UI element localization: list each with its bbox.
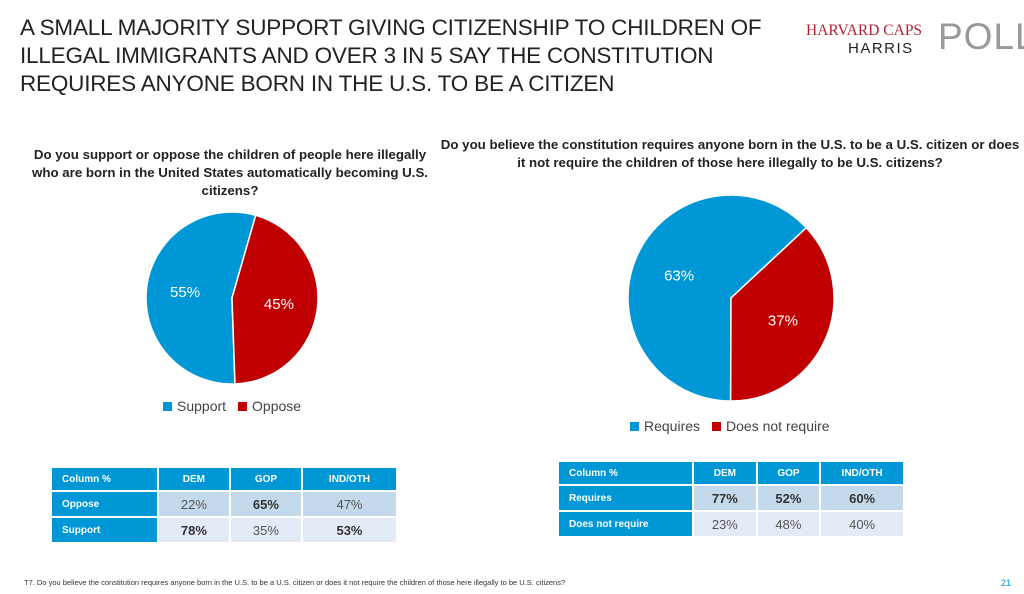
pie-data-label: 45%: [264, 296, 294, 313]
column-header: IND/OTH: [302, 468, 396, 490]
table-cell: 22%: [158, 492, 229, 516]
slide-title: A SMALL MAJORITY SUPPORT GIVING CITIZENS…: [20, 15, 762, 96]
row-header: Support: [52, 518, 157, 542]
table-cell: 23%: [694, 512, 756, 536]
table-cell: 35%: [230, 518, 301, 542]
table-row: Oppose 22% 65% 47%: [52, 492, 396, 516]
table-header-row: Column % DEM GOP IND/OTH: [52, 468, 396, 490]
row-header: Oppose: [52, 492, 157, 516]
table-header-row: Column % DEM GOP IND/OTH: [559, 462, 903, 484]
legend-item-support: Support: [163, 398, 226, 414]
logo-line1: HARVARD CAPS: [806, 22, 923, 39]
legend-right: Requires Does not require: [630, 418, 830, 434]
table-row: Support 78% 35% 53%: [52, 518, 396, 542]
table-cell: 65%: [230, 492, 301, 516]
pie-slice-requires: [627, 194, 808, 402]
party-table-right: Column % DEM GOP IND/OTH Requires 77% 52% 60% Do…: [557, 460, 905, 538]
column-header: GOP: [757, 462, 820, 484]
legend-item-requires: Requires: [630, 418, 700, 434]
table-cell: 53%: [302, 518, 396, 542]
question-left: Do you support or oppose the children of…: [31, 147, 429, 198]
column-header: DEM: [158, 468, 229, 490]
pie-data-label: 37%: [768, 313, 798, 330]
pie-slice-support: [145, 211, 257, 385]
legend-left: Support Oppose: [163, 398, 301, 414]
legend-item-does-not-require: Does not require: [712, 418, 830, 434]
pie-data-label: 55%: [170, 284, 200, 301]
column-header: Column %: [52, 468, 157, 490]
pie-slice-oppose: [231, 214, 319, 385]
table-cell: 47%: [302, 492, 396, 516]
legend-item-oppose: Oppose: [238, 398, 301, 414]
logo-line3: POLL: [938, 16, 1024, 57]
page-number: 21: [1001, 578, 1012, 588]
table-cell: 78%: [158, 518, 229, 542]
table-row: Requires 77% 52% 60%: [559, 486, 903, 510]
footnote: T7. Do you believe the constitution requ…: [24, 578, 566, 587]
pie-slice-does-not-require: [729, 226, 835, 402]
party-table-left: Column % DEM GOP IND/OTH Oppose 22% 65% 47% Supp…: [50, 466, 398, 544]
column-header: IND/OTH: [821, 462, 903, 484]
table-cell: 60%: [821, 486, 903, 510]
legend-label: Does not require: [726, 418, 830, 434]
logo-line2: HARRIS: [848, 40, 914, 57]
table-cell: 48%: [757, 512, 820, 536]
column-header: DEM: [694, 462, 756, 484]
row-header: Requires: [559, 486, 693, 510]
legend-label: Oppose: [252, 398, 302, 414]
legend-label: Support: [177, 398, 227, 414]
table-cell: 40%: [821, 512, 903, 536]
column-header: Column %: [559, 462, 693, 484]
table-cell: 77%: [694, 486, 756, 510]
row-header: Does not require: [559, 512, 693, 536]
table-row: Does not require 23% 48% 40%: [559, 512, 903, 536]
pie-data-label: 63%: [664, 267, 694, 284]
legend-label: Requires: [644, 418, 701, 434]
column-header: GOP: [230, 468, 301, 490]
question-right: Do you believe the constitution requires…: [440, 137, 1020, 170]
table-cell: 52%: [757, 486, 820, 510]
